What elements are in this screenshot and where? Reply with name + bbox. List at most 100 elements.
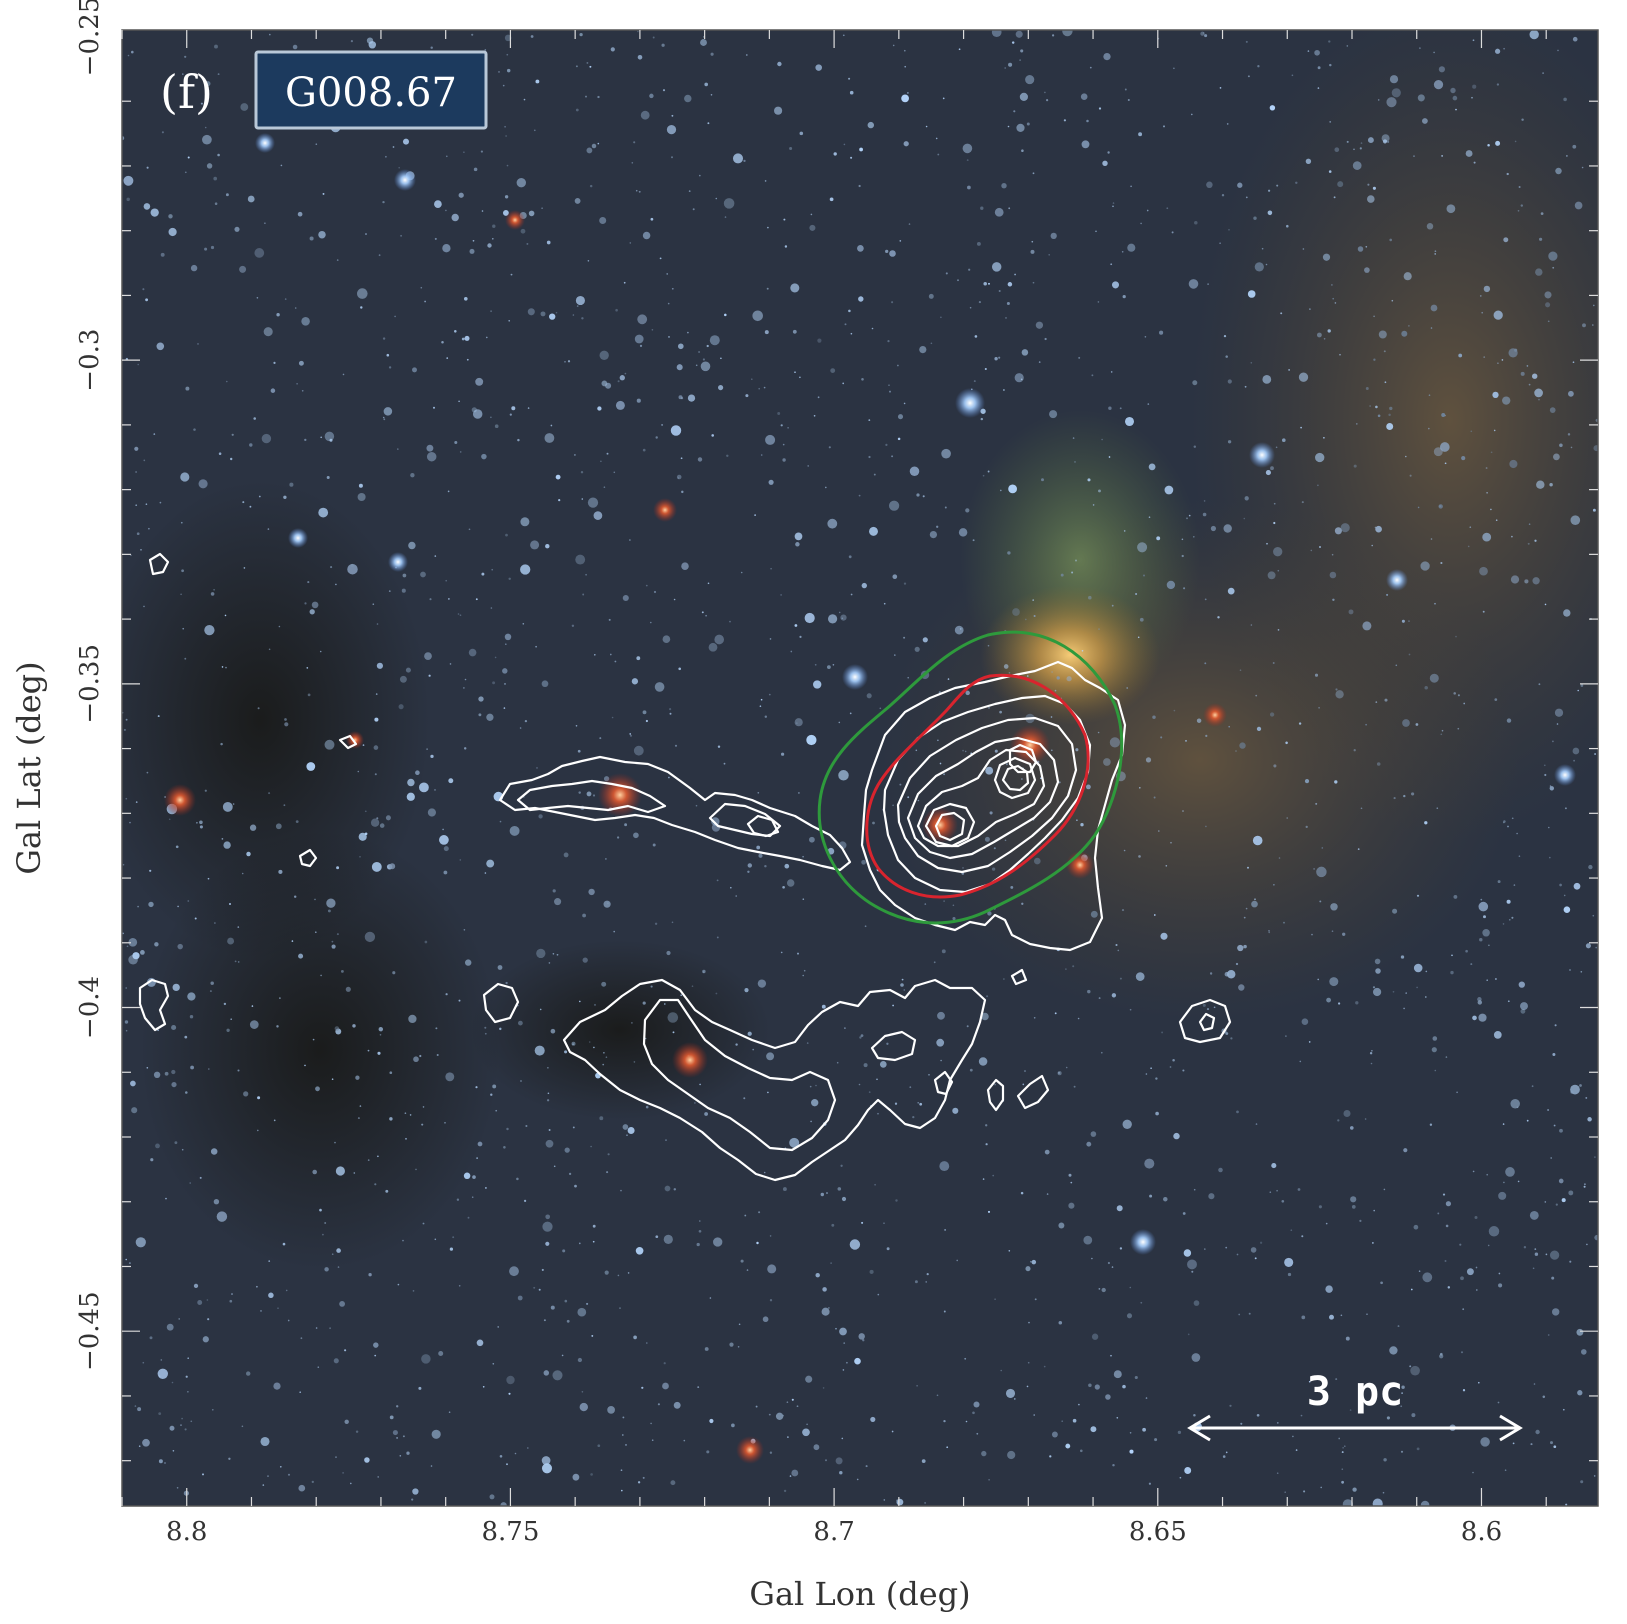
star (509, 825, 520, 836)
star (794, 624, 798, 627)
star (1135, 592, 1138, 596)
star (1119, 1247, 1123, 1250)
star (797, 952, 799, 955)
star (475, 377, 484, 386)
star (1187, 1259, 1197, 1270)
star (940, 316, 942, 319)
star (1543, 764, 1546, 767)
star (1383, 350, 1386, 353)
star (925, 125, 928, 128)
star (1111, 604, 1114, 607)
star (1054, 1012, 1057, 1015)
contour-west-blob (1178, 998, 1232, 1044)
star (312, 1038, 315, 1041)
star (353, 1172, 356, 1174)
star (962, 143, 973, 154)
contour-main-4 (906, 736, 1060, 860)
star (534, 129, 536, 132)
star (359, 856, 361, 858)
star (782, 885, 785, 889)
star (687, 394, 696, 402)
star (1329, 977, 1339, 987)
star (1401, 1385, 1405, 1389)
star (402, 1435, 405, 1438)
star (973, 380, 976, 383)
star (1259, 1241, 1263, 1244)
star (1386, 593, 1389, 596)
star (617, 380, 620, 383)
star (744, 988, 749, 993)
star (877, 1112, 879, 1115)
star (267, 528, 270, 530)
star (1430, 538, 1433, 540)
star (1364, 1118, 1367, 1120)
star (1173, 709, 1176, 712)
star (1273, 884, 1275, 886)
star (210, 981, 214, 985)
y-tick-label: −0.35 (75, 644, 105, 724)
star (641, 1386, 644, 1389)
star (1127, 98, 1130, 102)
star (592, 794, 596, 797)
star (184, 171, 187, 174)
star (1008, 1250, 1011, 1252)
star (402, 573, 407, 578)
star (378, 1026, 384, 1032)
star (809, 224, 816, 231)
star (197, 1300, 203, 1305)
star (1526, 365, 1529, 367)
star (892, 804, 894, 807)
star (589, 65, 592, 68)
star (311, 1480, 314, 1484)
star (944, 506, 947, 509)
star (1276, 1472, 1279, 1474)
star (469, 248, 475, 254)
star (896, 1499, 899, 1502)
star (1116, 1205, 1123, 1212)
star (1581, 166, 1584, 169)
star (1107, 1261, 1110, 1265)
star (987, 1210, 991, 1213)
star (1372, 1242, 1374, 1244)
star (454, 330, 457, 333)
star (942, 97, 945, 100)
star (1409, 474, 1412, 477)
star (1416, 894, 1420, 897)
star (1086, 119, 1089, 123)
star (789, 1137, 800, 1148)
star (1442, 1193, 1446, 1196)
star (887, 340, 890, 343)
star (1514, 140, 1517, 143)
star (376, 817, 379, 820)
star (362, 744, 365, 746)
star (1377, 99, 1380, 101)
star (169, 1425, 175, 1431)
star (261, 433, 272, 444)
star (827, 665, 831, 669)
star (1056, 676, 1060, 680)
star (487, 243, 492, 248)
star (698, 350, 701, 354)
star (125, 797, 128, 800)
star (1433, 447, 1443, 457)
star (508, 1392, 511, 1395)
star (1377, 414, 1381, 418)
star (1526, 1119, 1529, 1122)
star (1483, 285, 1491, 293)
star (1300, 426, 1302, 429)
star (283, 495, 287, 499)
star (631, 1022, 633, 1024)
star (506, 164, 509, 167)
star (136, 532, 140, 536)
star (1034, 857, 1041, 865)
star (821, 1004, 826, 1009)
star (572, 314, 575, 316)
star (324, 1222, 327, 1224)
star (662, 89, 666, 92)
star (1191, 1270, 1194, 1273)
star (258, 495, 261, 498)
star (418, 1386, 422, 1390)
star (869, 526, 878, 536)
star (1472, 1170, 1475, 1173)
star (1283, 921, 1285, 924)
